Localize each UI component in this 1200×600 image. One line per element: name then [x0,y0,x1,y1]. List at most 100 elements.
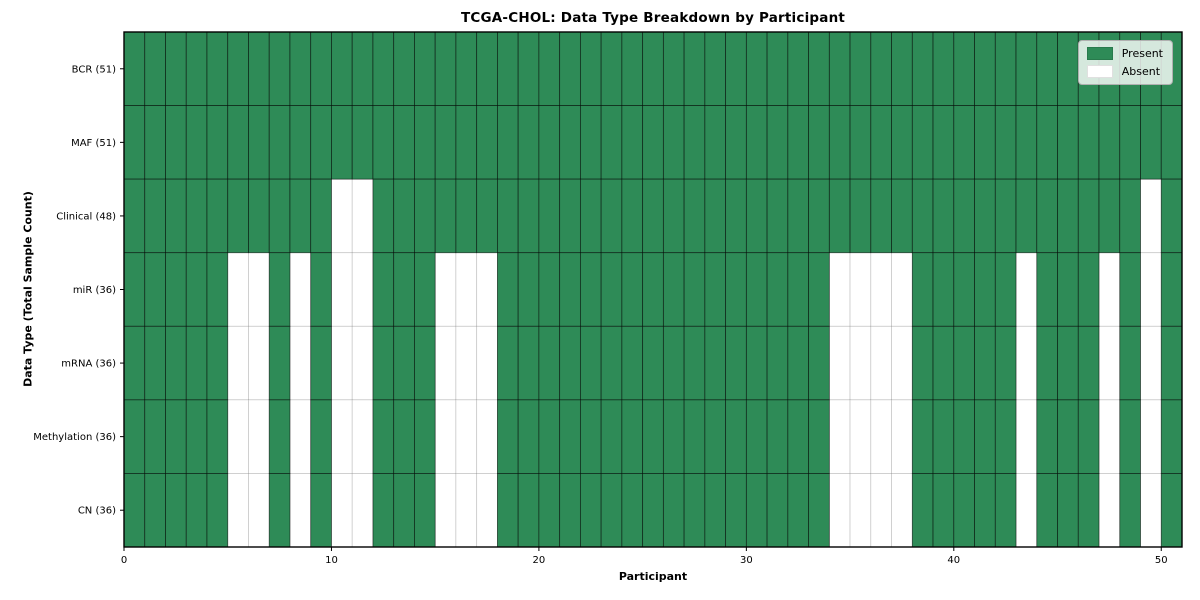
heatmap-cell-absent [455,473,478,548]
y-tick-label: MAF (51) [71,138,116,149]
heatmap-cell-present [725,473,747,548]
heatmap-cell-present [310,473,332,548]
heatmap-cell-present [393,473,415,548]
heatmap-cell-absent [891,252,913,327]
y-tick-label: CN (36) [78,506,116,517]
heatmap-cell-present [953,31,975,106]
heatmap-cell-present [621,178,644,254]
heatmap-cell-present [808,325,830,401]
heatmap-cell-present [704,105,727,180]
heatmap-cell-present [185,325,208,401]
heatmap-cell-present [662,325,685,401]
heatmap-cell-present [621,252,644,327]
heatmap-cell-present [579,325,602,401]
heatmap-cell-present [517,325,540,401]
heatmap-cell-present [870,31,892,106]
heatmap-cell-present [1160,252,1183,327]
heatmap-cell-present [559,31,581,106]
heatmap-cell-present [642,105,664,180]
heatmap-cell-absent [828,325,851,401]
heatmap-cell-present [185,399,208,474]
heatmap-cell-present [725,178,747,254]
chart-title: TCGA-CHOL: Data Type Breakdown by Partic… [460,10,846,26]
heatmap-cell-present [766,399,789,474]
heatmap-cell-present [911,325,934,401]
heatmap-cell-present [144,178,166,254]
heatmap-cell-present [517,105,540,180]
heatmap-cell-present [414,105,436,180]
heatmap-cell-present [538,325,561,401]
heatmap-cell-present [932,31,955,106]
heatmap-cell-present [185,105,208,180]
heatmap-cell-absent [351,325,374,401]
heatmap-cell-present [974,325,996,401]
heatmap-cell-present [891,178,913,254]
heatmap-cell-absent [870,473,892,548]
heatmap-cell-absent [351,252,374,327]
heatmap-cell-present [185,31,208,106]
y-tick-label: Methylation (36) [33,432,116,443]
heatmap-cell-absent [289,473,312,548]
heatmap-cell-present [725,252,747,327]
heatmap-cell-present [455,105,478,180]
heatmap-cell-present [414,178,436,254]
heatmap-cell-present [911,31,934,106]
heatmap-cell-present [600,325,623,401]
heatmap-cell-present [870,178,892,254]
heatmap-cell-present [331,31,353,106]
heatmap-cell-present [662,178,685,254]
x-tick-label: 50 [1155,555,1168,566]
heatmap-cell-present [1077,105,1100,180]
heatmap-cell-present [1036,178,1058,254]
heatmap-cell-absent [248,473,270,548]
heatmap-cell-present [808,105,830,180]
heatmap-cell-present [621,399,644,474]
heatmap-cell-present [289,178,312,254]
heatmap-cell-present [808,252,830,327]
heatmap-cell-present [787,105,809,180]
heatmap-cell-present [766,105,789,180]
heatmap-cell-present [497,473,519,548]
heatmap-cell-present [1140,105,1162,180]
heatmap-cell-absent [227,473,249,548]
heatmap-cell-present [559,178,581,254]
heatmap-cell-absent [1015,399,1038,474]
heatmap-cell-absent [455,399,478,474]
heatmap-cell-absent [331,399,353,474]
heatmap-cell-present [870,105,892,180]
heatmap-cell-absent [870,325,892,401]
heatmap-cell-present [600,178,623,254]
heatmap-cell-absent [476,473,498,548]
heatmap-cell-absent [227,325,249,401]
heatmap-cell-present [600,105,623,180]
heatmap-cell-present [185,473,208,548]
heatmap-cell-present [994,252,1017,327]
heatmap-cell-present [974,252,996,327]
heatmap-cell-present [517,473,540,548]
heatmap-cell-present [1057,473,1079,548]
heatmap-cell-present [144,105,166,180]
heatmap-cell-present [745,399,768,474]
heatmap-cell-present [787,399,809,474]
heatmap-cell-present [165,325,187,401]
heatmap-cell-absent [331,252,353,327]
heatmap-cell-present [662,105,685,180]
heatmap-cell-present [1160,473,1183,548]
heatmap-cell-present [932,178,955,254]
heatmap-cell-present [600,473,623,548]
heatmap-cell-present [579,473,602,548]
heatmap-cell-present [621,473,644,548]
heatmap-cell-present [994,31,1017,106]
heatmap-cell-absent [1015,325,1038,401]
heatmap-cell-present [662,31,685,106]
heatmap-cell-present [1119,178,1141,254]
heatmap-cell-absent [1098,473,1121,548]
heatmap-cell-present [185,252,208,327]
heatmap-cell-present [227,31,249,106]
heatmap-cell-present [1015,178,1038,254]
heatmap-cell-present [704,178,727,254]
heatmap-cell-present [559,473,581,548]
heatmap-cell-present [1036,252,1058,327]
heatmap-cell-present [1036,473,1058,548]
